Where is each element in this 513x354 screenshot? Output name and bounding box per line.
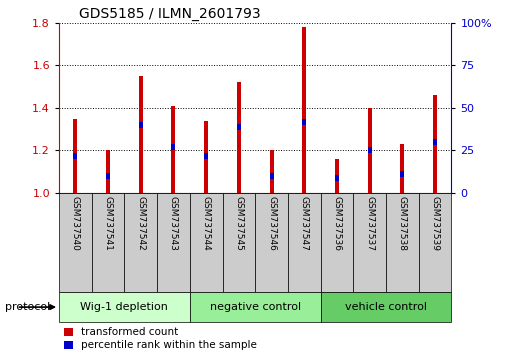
Text: negative control: negative control (210, 302, 301, 312)
Bar (335, 175, 339, 181)
Bar (270, 173, 273, 179)
Text: GSM737536: GSM737536 (332, 196, 342, 251)
Bar (157, 193, 190, 292)
Bar (204, 121, 208, 193)
Bar (139, 122, 143, 128)
Bar (302, 119, 306, 125)
Text: GSM737537: GSM737537 (365, 196, 374, 251)
Text: GSM737538: GSM737538 (398, 196, 407, 251)
Bar (433, 95, 437, 193)
Bar (419, 193, 451, 292)
Bar (353, 193, 386, 292)
Text: Wig-1 depletion: Wig-1 depletion (81, 302, 168, 312)
Legend: transformed count, percentile rank within the sample: transformed count, percentile rank withi… (64, 327, 256, 350)
Bar (73, 153, 77, 159)
Text: GSM737539: GSM737539 (430, 196, 440, 251)
Bar (368, 148, 371, 153)
Bar (321, 193, 353, 292)
Text: protocol: protocol (5, 302, 50, 312)
Bar (59, 292, 190, 322)
Bar (139, 76, 143, 193)
Bar (386, 193, 419, 292)
Text: vehicle control: vehicle control (345, 302, 427, 312)
Bar (433, 139, 437, 145)
Bar (302, 27, 306, 193)
Bar (321, 292, 451, 322)
Text: GSM737546: GSM737546 (267, 196, 276, 251)
Bar (223, 193, 255, 292)
Text: GSM737542: GSM737542 (136, 196, 145, 251)
Bar (204, 153, 208, 159)
Text: GSM737545: GSM737545 (234, 196, 243, 251)
Bar (237, 82, 241, 193)
Bar (270, 150, 273, 193)
Bar (335, 159, 339, 193)
Bar (73, 119, 77, 193)
Bar (59, 193, 92, 292)
Text: GSM737544: GSM737544 (202, 196, 211, 251)
Text: GSM737541: GSM737541 (104, 196, 112, 251)
Bar (190, 193, 223, 292)
Bar (288, 193, 321, 292)
Bar (106, 150, 110, 193)
Bar (190, 292, 321, 322)
Bar (92, 193, 125, 292)
Bar (237, 124, 241, 130)
Text: GSM737543: GSM737543 (169, 196, 178, 251)
Bar (124, 193, 157, 292)
Text: GSM737540: GSM737540 (71, 196, 80, 251)
Text: GDS5185 / ILMN_2601793: GDS5185 / ILMN_2601793 (78, 7, 260, 21)
Bar (401, 144, 404, 193)
Bar (171, 144, 175, 150)
Bar (255, 193, 288, 292)
Text: GSM737547: GSM737547 (300, 196, 309, 251)
Bar (106, 173, 110, 179)
Bar (368, 108, 371, 193)
Bar (171, 106, 175, 193)
Bar (401, 171, 404, 177)
